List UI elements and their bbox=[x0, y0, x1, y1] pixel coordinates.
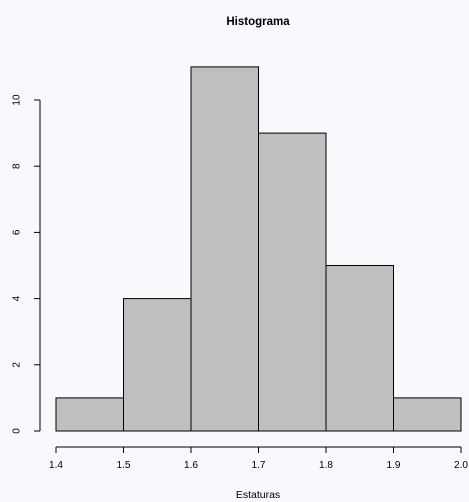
histogram-bar-2 bbox=[123, 298, 192, 432]
x-tick-label: 1.8 bbox=[319, 460, 333, 471]
y-tick-label: 6 bbox=[12, 229, 23, 235]
x-tick-label: 1.7 bbox=[252, 460, 266, 471]
chart-title: Histograma bbox=[226, 16, 290, 28]
x-tick-label: 1.4 bbox=[49, 460, 63, 471]
x-axis-label: Estaturas bbox=[236, 489, 280, 501]
x-tick-label: 1.9 bbox=[387, 460, 401, 471]
histogram-bar-1 bbox=[55, 397, 124, 432]
x-tick-label: 2.0 bbox=[454, 460, 468, 471]
histogram-bar-6 bbox=[393, 397, 462, 432]
histogram-bar-5 bbox=[325, 265, 394, 432]
y-tick-label: 4 bbox=[12, 295, 23, 301]
y-tick-label: 8 bbox=[12, 163, 23, 169]
x-tick-label: 1.5 bbox=[117, 460, 131, 471]
y-tick-label: 2 bbox=[12, 362, 23, 368]
y-tick-label: 0 bbox=[12, 428, 23, 434]
histogram-bar-4 bbox=[258, 132, 327, 432]
histogram-bar-3 bbox=[190, 66, 259, 432]
x-tick-label: 1.6 bbox=[184, 460, 198, 471]
y-tick-label: 10 bbox=[12, 94, 23, 106]
